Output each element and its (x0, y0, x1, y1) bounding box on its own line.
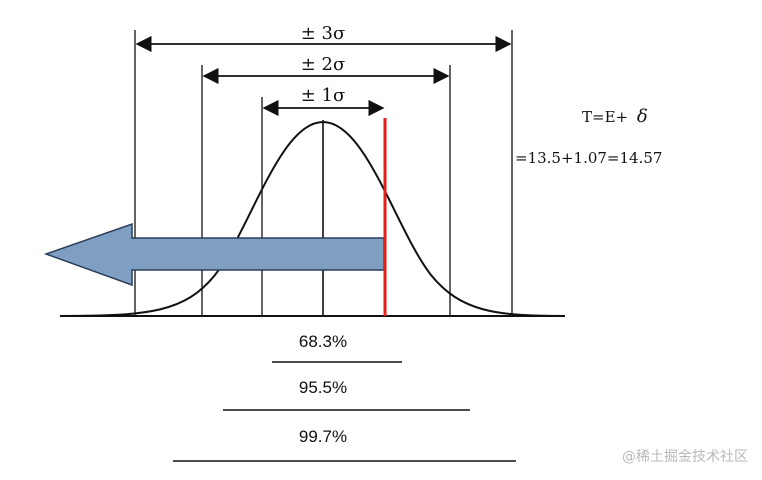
left-arrow-shape (43, 222, 385, 287)
equation-line-1: T=E+ δ (582, 106, 648, 127)
sigma-boundaries (134, 30, 513, 316)
normal-curve (59, 120, 566, 317)
equation-line-2: =13.5+1.07=14.57 (515, 149, 662, 167)
percent-68-label: 68.3% (299, 332, 347, 351)
sigma-range-arrows (135, 35, 512, 117)
percent-99-label: 99.7% (299, 427, 347, 446)
sigma-3-label: ± 3σ (301, 23, 346, 44)
equation-prefix: T=E+ (582, 108, 628, 126)
delta-symbol: δ (637, 106, 648, 127)
watermark-text: @稀土掘金技术社区 (622, 449, 748, 465)
sigma-1-label: ± 1σ (301, 85, 346, 106)
percent-95-label: 95.5% (299, 378, 347, 397)
sigma-2-label: ± 2σ (301, 54, 346, 75)
